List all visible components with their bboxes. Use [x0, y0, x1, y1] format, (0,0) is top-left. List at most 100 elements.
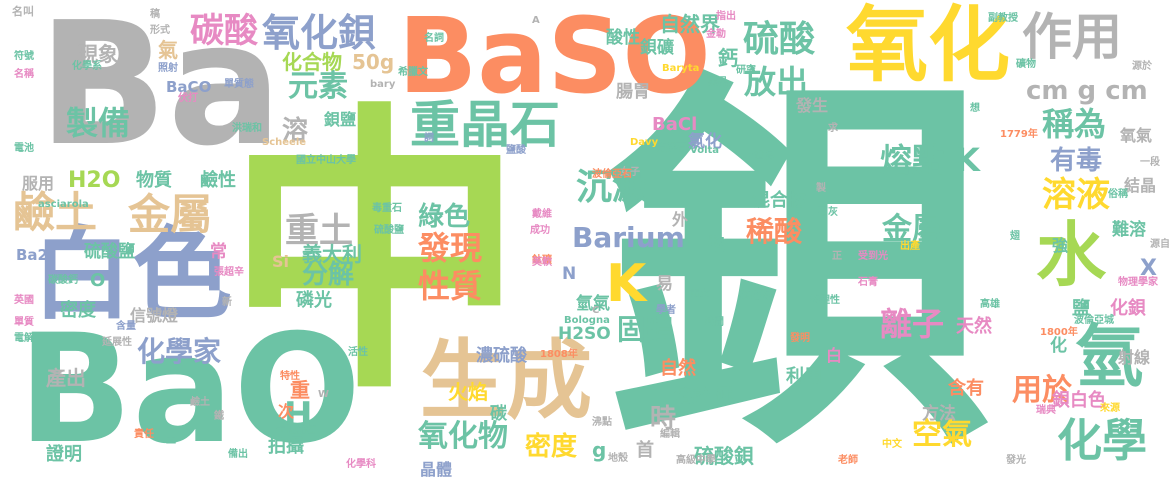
cloud-word: A — [532, 15, 540, 26]
cloud-word: 重土 — [285, 211, 353, 251]
cloud-word: 來源 — [1100, 403, 1120, 414]
cloud-word: 綠色 — [418, 202, 471, 232]
cloud-word: 單質態 — [224, 79, 254, 90]
cloud-word: 氯化 — [688, 132, 722, 152]
cloud-word: 生成 — [420, 331, 592, 431]
cloud-word: 重晶石 — [410, 96, 560, 154]
cloud-word: 酸性 — [606, 28, 640, 48]
cloud-word: 黑晶 — [708, 77, 728, 88]
cloud-word: Si — [272, 252, 290, 271]
cloud-word: 易 — [656, 274, 673, 294]
cloud-word: 符號 — [14, 51, 34, 62]
cloud-word: 製備 — [66, 104, 131, 142]
cloud-word: 備出 — [228, 449, 248, 460]
cloud-word: 發光 — [1006, 455, 1026, 466]
cloud-word: 次 — [278, 402, 295, 421]
cloud-word: 想 — [970, 103, 980, 114]
cloud-word: 電池 — [14, 143, 34, 154]
cloud-word: 市立 — [690, 289, 710, 300]
cloud-word: 特性 — [280, 371, 300, 382]
cloud-word: 常 — [210, 242, 227, 262]
cloud-word: 產出 — [46, 366, 86, 390]
cloud-word: 中 — [225, 80, 525, 429]
cloud-word: 50g — [352, 50, 395, 74]
cloud-word: 化鋇 — [1110, 298, 1146, 319]
cloud-word: 副教授 — [988, 13, 1018, 24]
cloud-word: H2SO — [558, 324, 611, 344]
cloud-word: 學者 — [656, 305, 676, 316]
cloud-word: 發現 — [418, 229, 483, 267]
cloud-word: 瑞典 — [1036, 405, 1056, 416]
cloud-word: 1779年 — [1000, 129, 1038, 140]
cloud-word: 名詞 — [424, 33, 444, 44]
cloud-word: 名稱 — [14, 69, 34, 80]
cloud-word: 鈣 — [718, 46, 738, 70]
cloud-word: H2O — [68, 168, 121, 193]
cloud-word: 腸胃 — [616, 82, 650, 102]
cloud-word: 鋇鹽 — [324, 110, 357, 129]
cloud-word: 外 — [672, 210, 689, 229]
cloud-word: 鋇 — [605, 43, 995, 482]
cloud-word: 硫 — [716, 384, 733, 404]
cloud-word: 女子 — [620, 167, 640, 178]
cloud-word: 指出 — [716, 11, 736, 22]
cloud-word: 強 — [1052, 236, 1069, 255]
cloud-word: 現象 — [78, 42, 118, 66]
cloud-word: 時間 — [704, 317, 724, 328]
cloud-word: 俗稱 — [1108, 189, 1128, 200]
cloud-word: 卡仙羅拉 — [276, 425, 316, 436]
cloud-word: Bologna — [564, 315, 610, 326]
cloud-word: Ba — [38, 0, 283, 184]
cloud-word: 電解 — [14, 333, 34, 344]
cloud-word: 中文 — [882, 439, 902, 450]
cloud-word: 晶體 — [420, 460, 453, 479]
cloud-word: 溶於 — [674, 386, 710, 407]
cloud-word: 美軟 — [532, 257, 552, 268]
cloud-word: 分解 — [302, 260, 355, 290]
cloud-word: 鹼土 — [190, 397, 210, 408]
cloud-word: 含有 — [948, 378, 984, 399]
cloud-word: 張超辛 — [214, 267, 244, 278]
cloud-word: 碳酸 — [190, 11, 258, 51]
cloud-word: 洪瑞和 — [232, 123, 262, 134]
cloud-word: 離子 — [880, 305, 945, 343]
cloud-word: 土 — [166, 435, 176, 446]
cloud-word: 波倫亞石 — [592, 169, 632, 180]
cloud-word: C — [592, 305, 600, 316]
cloud-word: 方法 — [922, 404, 956, 424]
cloud-word: 波倫亞城 — [1074, 315, 1114, 326]
cloud-word: 金屬 — [128, 190, 213, 239]
cloud-word: 物理學家 — [1118, 277, 1158, 288]
cloud-word: 自然界 — [660, 12, 720, 36]
cloud-word: BaO — [18, 303, 362, 477]
cloud-word: 鹼土 — [13, 188, 98, 237]
cloud-word: 熱 — [708, 234, 726, 255]
cloud-word: 白色 — [32, 216, 232, 333]
cloud-word: 自然 — [660, 358, 696, 379]
cloud-word: 老師 — [838, 455, 858, 466]
cloud-word: 硫酸鹽 — [84, 242, 135, 262]
cloud-word: 服用 — [22, 174, 55, 193]
cloud-word: BaSO — [398, 0, 711, 117]
cloud-word: 拍攝 — [268, 436, 304, 457]
cloud-word: 名叫 — [12, 5, 34, 18]
cloud-word: 含量 — [116, 321, 136, 332]
cloud-word: 混合物 — [752, 190, 806, 211]
cloud-word: 求 — [828, 123, 838, 134]
cloud-word: N — [562, 264, 577, 284]
cloud-word: 編輯 — [660, 429, 680, 440]
cloud-word: 高級中學 — [676, 455, 716, 466]
cloud-word: 密度 — [525, 432, 578, 462]
cloud-word: 作用 — [1022, 8, 1122, 66]
cloud-word: asciarola — [38, 199, 89, 210]
cloud-word: 戴維 — [532, 209, 552, 220]
cloud-word: 放出 — [744, 63, 809, 101]
cloud-word: 元素 — [288, 69, 348, 104]
cloud-word: 化合物 — [282, 50, 342, 74]
cloud-word: 密度 — [60, 300, 96, 321]
cloud-word: 義大利 — [302, 242, 362, 266]
cloud-word: 火焰 — [448, 380, 488, 404]
cloud-word: 源自 — [1150, 239, 1170, 250]
cloud-word: 方解石 — [656, 143, 686, 154]
